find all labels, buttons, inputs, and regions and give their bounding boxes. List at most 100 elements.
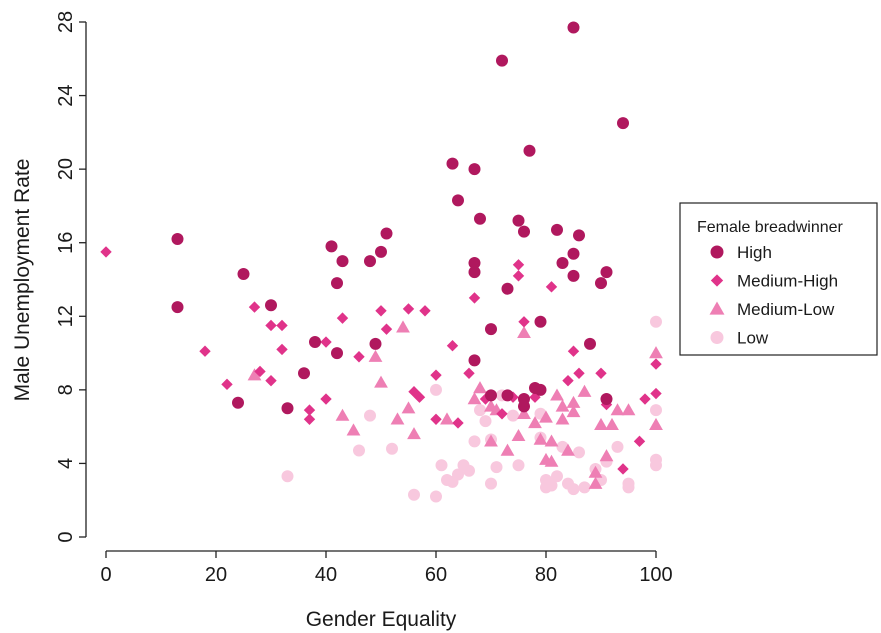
point-low (545, 479, 558, 492)
legend-label-low: Low (737, 329, 769, 348)
point-medium-high (248, 301, 261, 313)
point-low (452, 468, 464, 481)
point-medium-high (633, 435, 646, 448)
legend-marker-medium-low (709, 301, 725, 315)
point-high (380, 227, 393, 240)
point-medium-low (621, 403, 636, 416)
point-high (281, 402, 294, 415)
point-high (551, 223, 563, 236)
point-medium-high (375, 305, 387, 317)
point-medium-high (545, 281, 558, 293)
point-high (232, 396, 244, 409)
point-high (567, 21, 580, 34)
point-medium-high (419, 305, 431, 317)
point-high (600, 266, 613, 279)
point-medium-high (463, 367, 475, 380)
point-medium-high (353, 351, 365, 363)
point-high (468, 266, 481, 279)
point-medium-low (528, 416, 542, 429)
point-high (171, 233, 184, 246)
y-tick-label: 24 (55, 84, 77, 106)
point-high (237, 267, 250, 280)
point-medium-high (496, 408, 508, 420)
point-medium-low (605, 417, 619, 430)
point-high (518, 225, 530, 238)
legend-title: Female breadwinner (697, 219, 844, 236)
point-medium-high (567, 345, 580, 357)
point-low (512, 459, 525, 472)
point-high (171, 301, 184, 314)
point-low (468, 435, 481, 448)
y-tick-label: 28 (55, 11, 77, 33)
y-tick-label: 0 (55, 531, 77, 542)
data-points (100, 21, 663, 503)
point-medium-high (446, 340, 459, 352)
point-medium-low (566, 395, 581, 408)
point-medium-high (336, 312, 349, 324)
y-tick-label: 16 (55, 232, 77, 254)
point-medium-low (555, 412, 570, 425)
point-medium-low (594, 417, 608, 430)
point-low (551, 470, 563, 483)
point-medium-high (430, 369, 442, 381)
point-medium-high (254, 365, 266, 378)
point-medium-high (199, 345, 211, 357)
point-low (490, 461, 503, 474)
point-high (485, 389, 497, 402)
legend-marker-high (710, 245, 724, 259)
point-medium-low (401, 401, 416, 414)
point-medium-low (396, 320, 410, 333)
point-medium-low (533, 432, 548, 445)
point-high (523, 144, 536, 157)
point-high (496, 54, 508, 67)
point-high (468, 354, 481, 367)
x-tick-label: 100 (639, 564, 672, 586)
point-low (281, 470, 294, 483)
point-high (298, 367, 310, 380)
point-medium-low (247, 368, 262, 381)
point-high (446, 157, 459, 170)
point-medium-low (511, 428, 526, 442)
point-high (452, 194, 464, 207)
point-medium-low (566, 405, 581, 418)
point-medium-low (500, 443, 515, 456)
y-axis-title: Male Unemployment Rate (11, 159, 34, 402)
point-medium-low (390, 412, 405, 425)
point-low (622, 481, 635, 494)
x-tick-label: 0 (100, 564, 111, 586)
point-medium-high (573, 367, 585, 380)
point-medium-low (407, 427, 421, 440)
y-tick-label: 20 (55, 158, 77, 180)
point-high (325, 240, 338, 253)
point-high (534, 383, 547, 396)
point-high (556, 256, 569, 269)
point-medium-low (588, 465, 603, 478)
point-high (375, 245, 387, 258)
point-low (463, 464, 475, 477)
point-medium-low (374, 375, 388, 388)
point-medium-low (561, 443, 575, 456)
point-medium-low (539, 410, 553, 423)
point-high (474, 212, 486, 225)
point-medium-high (468, 292, 481, 304)
point-medium-low (335, 408, 350, 421)
point-medium-high (265, 374, 277, 387)
y-tick-label: 8 (55, 384, 77, 395)
point-high (309, 336, 321, 349)
x-tick-label: 20 (205, 564, 227, 586)
y-tick-label: 12 (55, 305, 77, 327)
x-tick-label: 80 (535, 564, 557, 586)
point-low (430, 490, 442, 503)
point-medium-high (402, 303, 415, 315)
x-tick-label: 60 (425, 564, 447, 586)
point-high (501, 389, 514, 402)
legend-label-medium-high: Medium-High (737, 272, 838, 291)
point-high (336, 255, 349, 268)
legend-marker-medium-high (710, 274, 724, 287)
point-medium-low (588, 476, 603, 489)
legend: Female breadwinner High Medium-High Medium… (679, 202, 878, 356)
point-medium-low (555, 399, 570, 412)
point-low (435, 459, 448, 472)
